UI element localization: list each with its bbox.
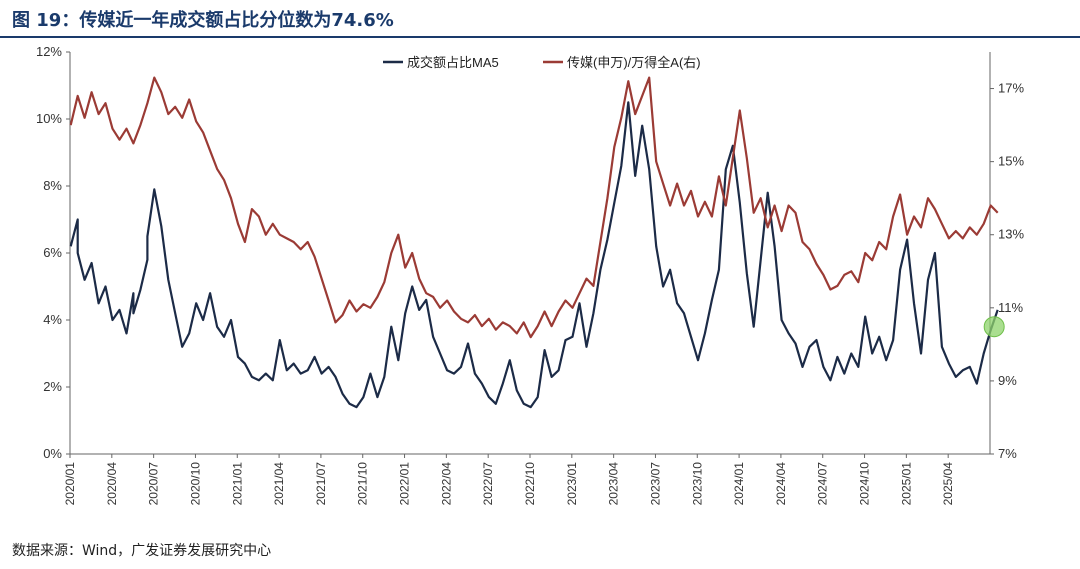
x-tick-label: 2023/04	[607, 462, 621, 506]
right-y-tick-label: 15%	[998, 154, 1024, 169]
ma5-series-line	[69, 101, 999, 409]
x-tick-label: 2025/01	[899, 462, 913, 506]
x-tick-label: 2024/04	[774, 462, 788, 506]
legend-label: 成交额占比MA5	[407, 55, 499, 70]
x-tick-label: 2023/10	[690, 462, 704, 506]
x-tick-label: 2020/07	[147, 462, 161, 506]
x-tick-label: 2020/04	[105, 462, 119, 506]
right-y-tick-label: 11%	[998, 300, 1023, 315]
x-tick-label: 2022/04	[439, 462, 453, 506]
right-y-tick-label: 7%	[998, 446, 1017, 461]
x-tick-label: 2024/01	[732, 462, 746, 506]
legend-label: 传媒(申万)/万得全A(右)	[567, 55, 701, 70]
x-tick-label: 2023/07	[648, 462, 662, 506]
left-y-tick-label: 6%	[43, 245, 62, 260]
left-y-tick-label: 4%	[43, 312, 62, 327]
left-y-tick-label: 0%	[43, 446, 62, 461]
x-tick-label: 2022/01	[398, 462, 412, 506]
left-y-tick-label: 2%	[43, 379, 62, 394]
right-y-tick-label: 13%	[998, 227, 1024, 242]
left-y-tick-label: 10%	[36, 111, 62, 126]
left-y-tick-label: 8%	[43, 178, 62, 193]
index-ratio-series-line	[69, 76, 999, 339]
x-tick-label: 2022/10	[523, 462, 537, 506]
left-y-tick-label: 12%	[36, 44, 62, 59]
x-tick-label: 2022/07	[481, 462, 495, 506]
x-tick-label: 2024/10	[858, 462, 872, 506]
chart-area: 0% 2% 4% 6% 8% 10% 12% 7% 9% 11% 13% 15% 17% 2020/01 2…	[0, 38, 1080, 530]
x-tick-label: 2021/07	[314, 462, 328, 506]
source-note: 数据来源：Wind，广发证券发展研究中心	[12, 543, 272, 559]
dual-axis-line-chart: 0% 2% 4% 6% 8% 10% 12% 7% 9% 11% 13% 15% 17% 2020/01 2…	[36, 44, 1024, 506]
x-tick-label: 2021/04	[272, 462, 286, 506]
x-tick-label: 2024/07	[816, 462, 830, 506]
x-tick-label: 2025/04	[941, 462, 955, 506]
x-tick-label: 2021/01	[230, 462, 244, 506]
page-title: 图 19：传媒近一年成交额占比分位数为74.6%	[12, 10, 394, 31]
right-y-tick-label: 17%	[998, 81, 1024, 96]
x-tick-label: 2023/01	[565, 462, 579, 506]
title-bar: 图 19：传媒近一年成交额占比分位数为74.6%	[0, 0, 1080, 38]
x-tick-label: 2021/10	[356, 462, 370, 506]
x-tick-label: 2020/01	[63, 462, 77, 506]
right-y-tick-label: 9%	[998, 373, 1017, 388]
latest-value-marker	[983, 316, 1005, 338]
x-tick-label: 2020/10	[188, 462, 202, 506]
